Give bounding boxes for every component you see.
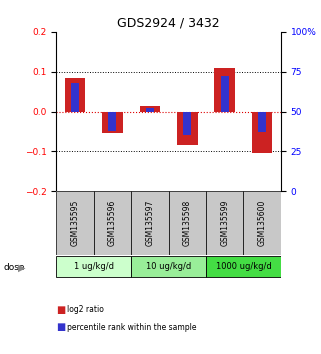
FancyBboxPatch shape xyxy=(169,191,206,255)
Bar xyxy=(140,105,160,112)
Text: GSM135600: GSM135600 xyxy=(258,200,267,246)
Text: 1000 ug/kg/d: 1000 ug/kg/d xyxy=(215,262,271,271)
Bar xyxy=(183,112,191,135)
Text: 10 ug/kg/d: 10 ug/kg/d xyxy=(146,262,191,271)
Text: percentile rank within the sample: percentile rank within the sample xyxy=(67,323,197,332)
FancyBboxPatch shape xyxy=(56,256,131,277)
Bar xyxy=(71,83,79,112)
Bar xyxy=(65,79,85,112)
Bar xyxy=(214,69,235,112)
FancyBboxPatch shape xyxy=(56,191,94,255)
Text: ▶: ▶ xyxy=(18,263,25,273)
FancyBboxPatch shape xyxy=(131,256,206,277)
Bar xyxy=(258,112,266,132)
Text: dose: dose xyxy=(3,263,25,272)
Bar xyxy=(221,76,229,112)
Bar xyxy=(252,112,273,153)
Text: GSM135595: GSM135595 xyxy=(70,200,79,246)
Text: ■: ■ xyxy=(56,322,65,332)
Text: GSM135596: GSM135596 xyxy=(108,200,117,246)
Title: GDS2924 / 3432: GDS2924 / 3432 xyxy=(117,16,220,29)
FancyBboxPatch shape xyxy=(131,191,169,255)
Bar xyxy=(177,112,197,145)
Text: GSM135598: GSM135598 xyxy=(183,200,192,246)
Text: ■: ■ xyxy=(56,305,65,315)
Text: GSM135597: GSM135597 xyxy=(145,200,154,246)
Bar xyxy=(146,108,154,112)
Text: log2 ratio: log2 ratio xyxy=(67,305,104,314)
Text: GSM135599: GSM135599 xyxy=(220,200,229,246)
Bar xyxy=(108,112,117,131)
FancyBboxPatch shape xyxy=(206,191,243,255)
FancyBboxPatch shape xyxy=(206,256,281,277)
FancyBboxPatch shape xyxy=(243,191,281,255)
Text: 1 ug/kg/d: 1 ug/kg/d xyxy=(74,262,114,271)
Bar xyxy=(102,112,123,133)
FancyBboxPatch shape xyxy=(94,191,131,255)
